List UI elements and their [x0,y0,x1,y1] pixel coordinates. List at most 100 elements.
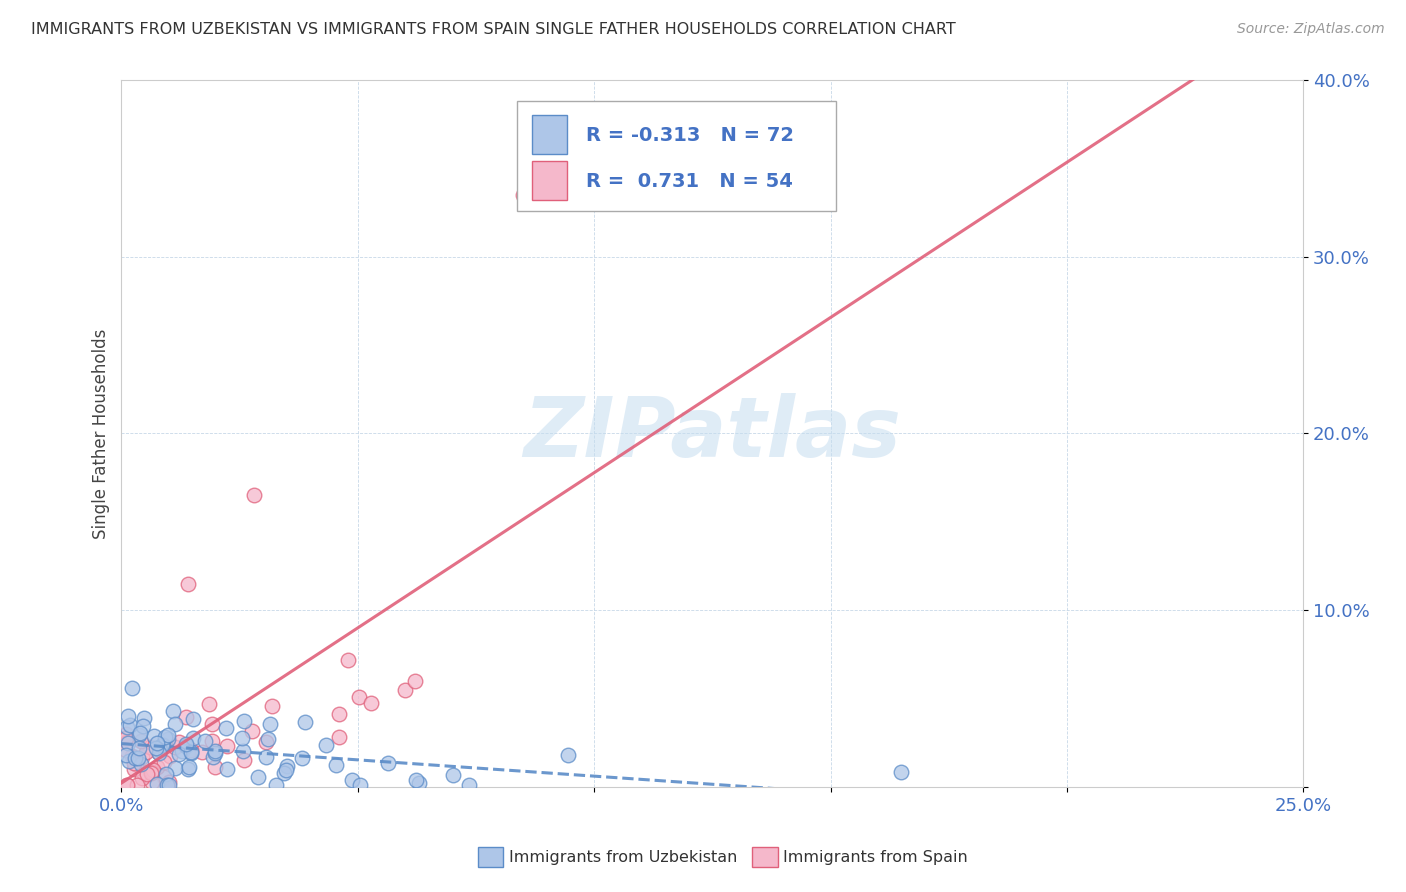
Point [145,736,167,750]
Text: Source: ZipAtlas.com: Source: ZipAtlas.com [1237,22,1385,37]
Point [176,576,198,591]
Point [146,777,169,791]
Point [148,746,170,760]
Point [274,763,297,777]
Point [124,756,146,770]
Point [118,718,141,732]
Point [181,731,204,745]
Point [180,745,202,759]
Point [117,734,139,748]
Point [890,765,912,780]
Point [194,734,217,748]
Point [157,774,180,789]
Point [262,699,284,714]
Point [254,735,277,749]
FancyBboxPatch shape [531,115,567,154]
FancyBboxPatch shape [517,101,837,211]
Point [176,739,198,753]
Point [246,770,269,784]
Point [201,717,224,731]
Point [141,764,163,779]
Point [124,750,146,764]
Point [127,751,149,765]
Point [276,759,298,773]
Point [240,723,263,738]
Point [294,715,316,730]
Point [191,745,214,759]
Point [117,778,139,792]
Point [162,704,184,718]
Point [142,729,165,743]
Point [170,744,193,758]
Point [337,652,360,666]
Point [340,772,363,787]
Point [135,745,157,759]
Point [148,742,170,756]
Point [155,730,177,744]
Text: R =  0.731   N = 54: R = 0.731 N = 54 [586,171,793,191]
Point [129,726,152,740]
Point [259,717,281,731]
Point [325,758,347,772]
Point [127,778,149,792]
Point [139,766,162,780]
Point [408,775,430,789]
Point [167,747,190,761]
Point [349,778,371,792]
Point [122,762,145,776]
Point [347,690,370,705]
Point [134,710,156,724]
Point [157,778,180,792]
Point [125,756,148,771]
Point [153,771,176,785]
Point [232,744,254,758]
Point [404,673,426,688]
Point [167,735,190,749]
Point [117,709,139,723]
Point [201,734,224,748]
Point [174,737,197,751]
Point [291,750,314,764]
Point [405,773,427,788]
Point [163,761,186,775]
Point [118,754,141,768]
Point [180,746,202,760]
Point [256,731,278,746]
Point [202,749,225,764]
Text: Immigrants from Uzbekistan: Immigrants from Uzbekistan [509,850,737,864]
Point [394,683,416,698]
Point [146,760,169,774]
Point [159,749,181,764]
Point [117,720,139,734]
Point [377,756,399,771]
Point [121,749,143,764]
Point [146,746,169,760]
Point [215,762,238,776]
Point [132,764,155,779]
Point [145,741,167,756]
Point [165,716,187,731]
Text: ZIPatlas: ZIPatlas [523,392,901,474]
Point [243,488,266,502]
Point [273,766,295,780]
Point [264,778,287,792]
Point [129,757,152,772]
Text: IMMIGRANTS FROM UZBEKISTAN VS IMMIGRANTS FROM SPAIN SINGLE FATHER HOUSEHOLDS COR: IMMIGRANTS FROM UZBEKISTAN VS IMMIGRANTS… [31,22,956,37]
Point [180,743,202,757]
Point [198,697,221,711]
Point [155,767,177,781]
Point [139,739,162,754]
Point [163,739,186,754]
Point [156,778,179,792]
Point [360,696,382,710]
Point [128,728,150,742]
Point [458,778,481,792]
Point [204,747,226,761]
Point [115,731,138,746]
Point [136,767,159,781]
Y-axis label: Single Father Households: Single Father Households [93,328,110,539]
Point [204,760,226,774]
Point [157,731,180,746]
Point [443,768,465,782]
Point [215,739,238,753]
